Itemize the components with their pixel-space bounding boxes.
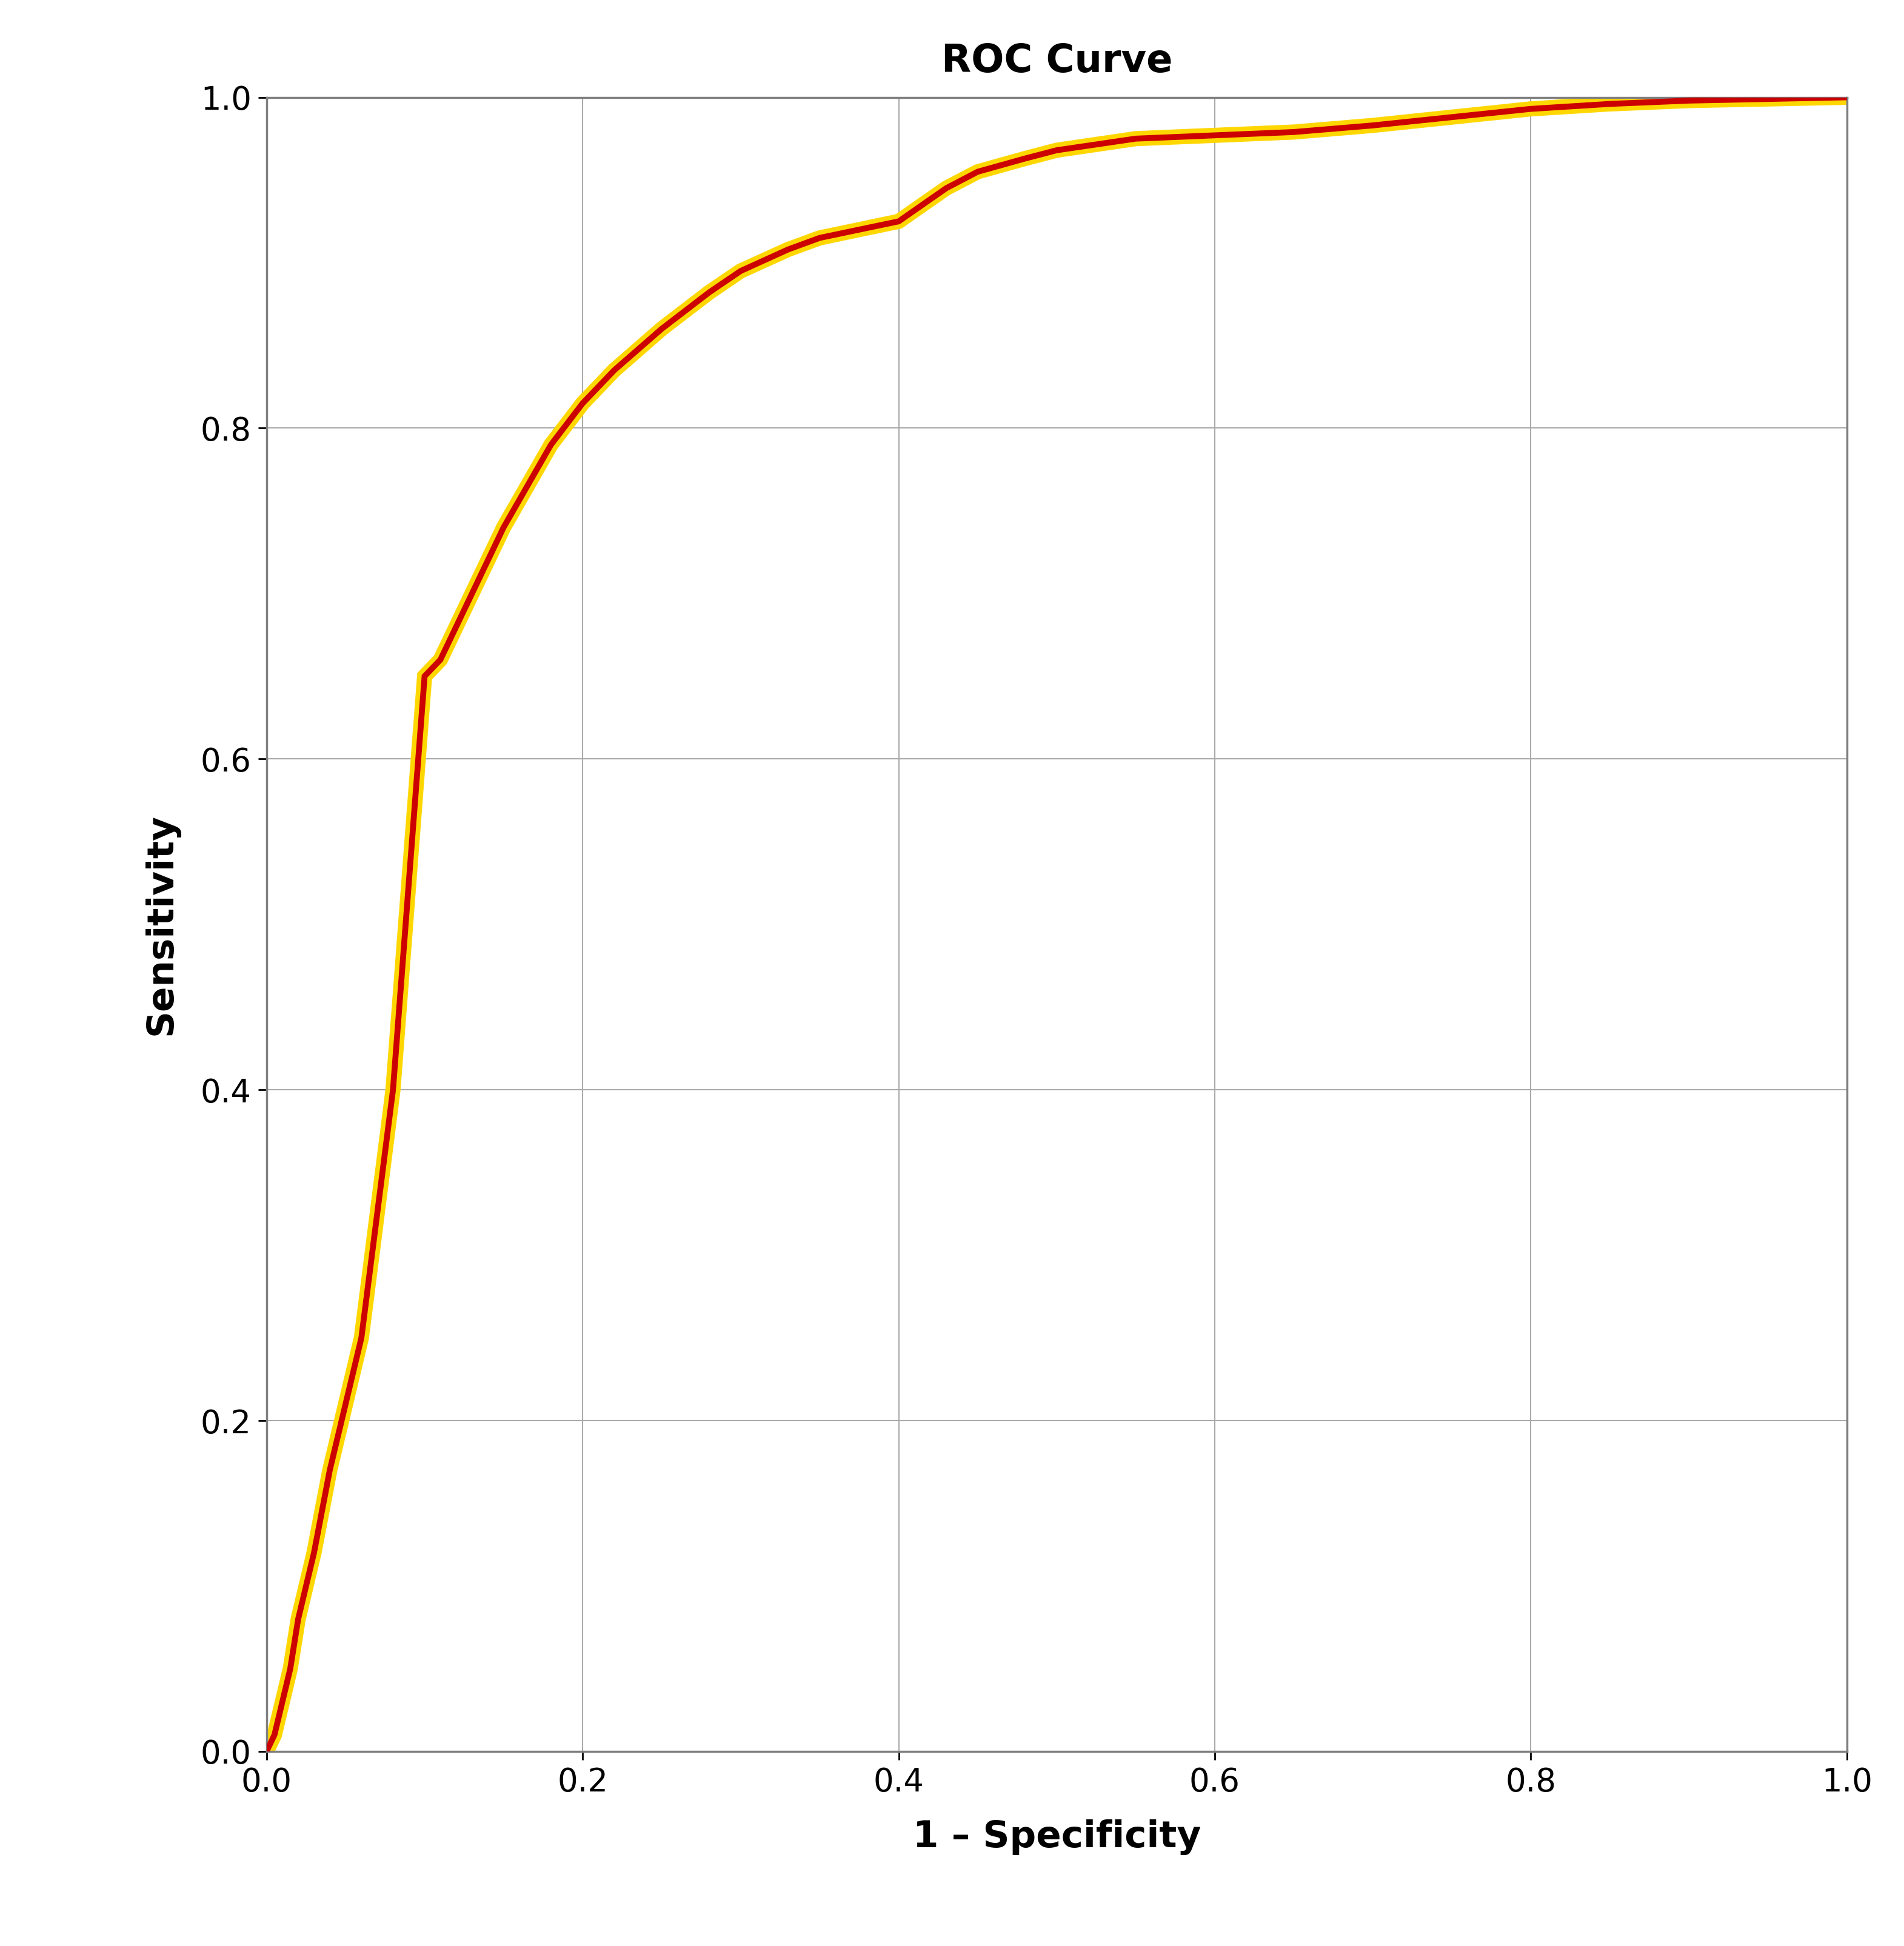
Title: ROC Curve: ROC Curve xyxy=(941,43,1173,80)
Y-axis label: Sensitivity: Sensitivity xyxy=(143,813,179,1035)
X-axis label: 1 – Specificity: 1 – Specificity xyxy=(912,1820,1201,1855)
